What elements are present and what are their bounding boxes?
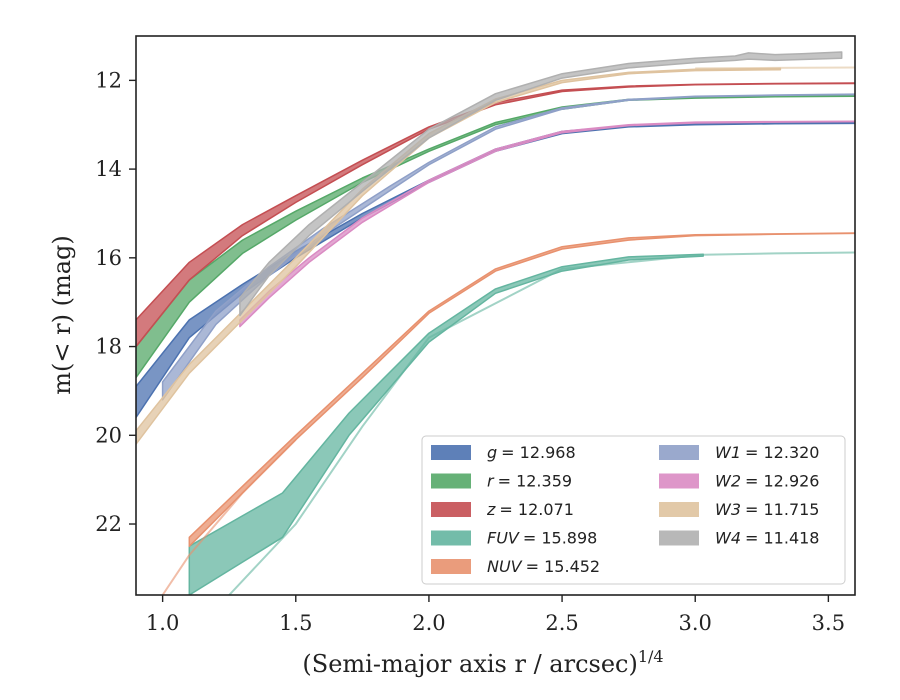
- y-tick-label: 20: [95, 423, 122, 447]
- legend-nuv-variable: NUV: [487, 557, 523, 576]
- legend-w2-value: = 12.926: [745, 472, 819, 491]
- legend-fuv-value: = 15.898: [523, 529, 597, 548]
- legend-w4-value: = 11.418: [745, 529, 819, 548]
- x-tick-label: 1.5: [279, 611, 312, 635]
- series-r-band: [136, 95, 855, 379]
- legend-r-variable: r: [487, 472, 495, 491]
- legend-r-label: r = 12.359: [487, 472, 572, 491]
- legend-w1-variable: W1: [715, 443, 741, 462]
- legend-w3-label: W3 = 11.715: [715, 500, 819, 519]
- legend-w1-value: = 12.320: [745, 443, 819, 462]
- legend-w4-label: W4 = 11.418: [715, 529, 819, 548]
- legend-w1-label: W1 = 12.320: [715, 443, 819, 462]
- x-tick-label: 2.5: [545, 611, 578, 635]
- legend-box: [421, 435, 846, 585]
- series-fuv-extension: [228, 251, 855, 595]
- series-layer: [136, 51, 855, 595]
- y-axis: 12 14 16 18 20 22: [95, 68, 136, 536]
- y-tick-label: 18: [95, 335, 122, 359]
- legend-w2-label: W2 = 12.926: [715, 472, 819, 491]
- legend-z-variable: z: [486, 500, 496, 519]
- legend-nuv-label: NUV = 15.452: [487, 557, 600, 576]
- series-fuv-band: [188, 253, 704, 595]
- legend-w2-variable: W2: [715, 472, 741, 491]
- y-axis-title: m(< r) (mag): [48, 235, 76, 394]
- legend-z-value: = 12.071: [499, 500, 573, 519]
- series-w2-band: [239, 120, 855, 328]
- legend-fuv-variable: FUV: [487, 529, 520, 548]
- series-w1-band: [161, 93, 855, 401]
- legend-nuv-value: = 15.452: [526, 557, 600, 576]
- legend-z-label: z = 12.071: [486, 500, 574, 519]
- legend-g-value: = 12.968: [501, 443, 575, 462]
- series-w4-band: [239, 51, 843, 317]
- legend-w4-swatch: [659, 530, 699, 546]
- legend-nuv-swatch: [431, 559, 471, 574]
- x-tick-label: 1.0: [146, 611, 179, 635]
- x-axis-title-main: (Semi-major axis r / arcsec): [302, 650, 637, 678]
- y-tick-label: 12: [95, 68, 122, 92]
- y-tick-label: 22: [95, 512, 122, 536]
- legend-w4-variable: W4: [715, 529, 741, 548]
- x-axis-title: (Semi-major axis r / arcsec)1/4: [302, 647, 663, 678]
- series-w3-band: [136, 67, 782, 445]
- legend-r-value: = 12.359: [498, 472, 572, 491]
- series-z-band: [136, 82, 855, 348]
- legend-fuv-swatch: [431, 530, 471, 546]
- legend-r-swatch: [431, 473, 471, 489]
- legend-w3-value: = 11.715: [745, 500, 819, 519]
- x-tick-label: 3.0: [679, 611, 712, 635]
- x-axis: 1.0 1.5 2.0 2.5 3.0 3.5: [146, 595, 845, 635]
- legend-w3-swatch: [659, 502, 699, 517]
- legend-w2-swatch: [659, 473, 699, 489]
- legend-fuv-label: FUV = 15.898: [487, 529, 597, 548]
- series-nuv-band: [188, 232, 855, 547]
- legend-z-swatch: [431, 502, 471, 517]
- x-axis-title-superscript: 1/4: [638, 647, 664, 666]
- legend-g-label: g = 12.968: [487, 443, 576, 462]
- x-tick-label: 3.5: [812, 611, 845, 635]
- x-tick-label: 2.0: [412, 611, 445, 635]
- y-tick-label: 16: [95, 246, 122, 270]
- y-tick-label: 14: [95, 157, 122, 181]
- plot-frame: [135, 35, 856, 596]
- legend-g-swatch: [431, 445, 471, 460]
- legend-w1-swatch: [659, 445, 699, 460]
- legend-g-variable: g: [487, 443, 497, 462]
- legend-w3-variable: W3: [715, 500, 741, 519]
